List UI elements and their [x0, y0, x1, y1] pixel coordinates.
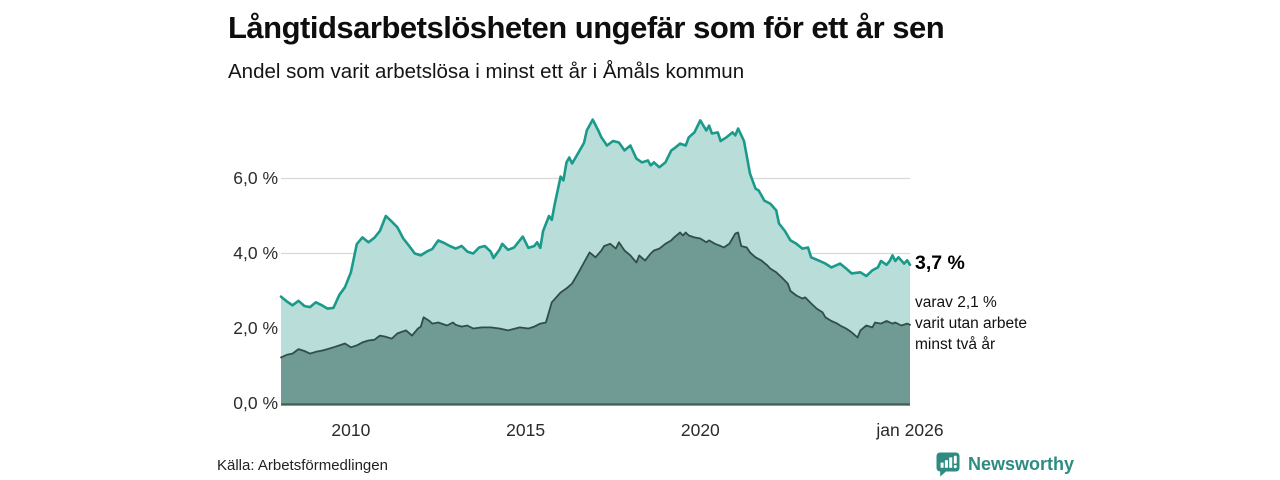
- latest-value-label: 3,7 %: [915, 252, 965, 274]
- x-tick-label-2010: 2010: [331, 420, 371, 440]
- newsworthy-logo-icon: [936, 452, 960, 477]
- y-tick-label-6pct: 6,0 %: [233, 167, 278, 188]
- annotation-line-2: varit utan arbete: [915, 315, 1028, 332]
- latest-subvalue-label: varav 2,1 % varit utan arbete minst två …: [915, 292, 1027, 355]
- annotation-line-3: minst två år: [915, 336, 996, 353]
- y-tick-label-4pct: 4,0 %: [233, 242, 278, 263]
- x-tick-label-2020: 2020: [680, 420, 720, 440]
- y-tick-label-2pct: 2,0 %: [233, 317, 278, 338]
- chart-title: Långtidsarbetslösheten ungefär som för e…: [228, 10, 945, 45]
- line-series-1: [279, 118, 912, 310]
- newsworthy-brand-label: Newsworthy: [968, 454, 1075, 474]
- annotation-line-1: varav 2,1 %: [915, 294, 997, 311]
- line-series-2: [280, 231, 911, 359]
- x-tick-label-2026: jan 2026: [876, 420, 944, 440]
- x-tick-label-2015: 2015: [506, 420, 546, 440]
- y-tick-label-0pct: 0,0 %: [233, 392, 278, 413]
- chart-subtitle: Andel som varit arbetslösa i minst ett å…: [228, 60, 745, 83]
- newsworthy-brand: Newsworthy: [935, 451, 1074, 478]
- source-credit: Källa: Arbetsförmedlingen: [217, 457, 388, 474]
- area-series-2: [281, 232, 910, 404]
